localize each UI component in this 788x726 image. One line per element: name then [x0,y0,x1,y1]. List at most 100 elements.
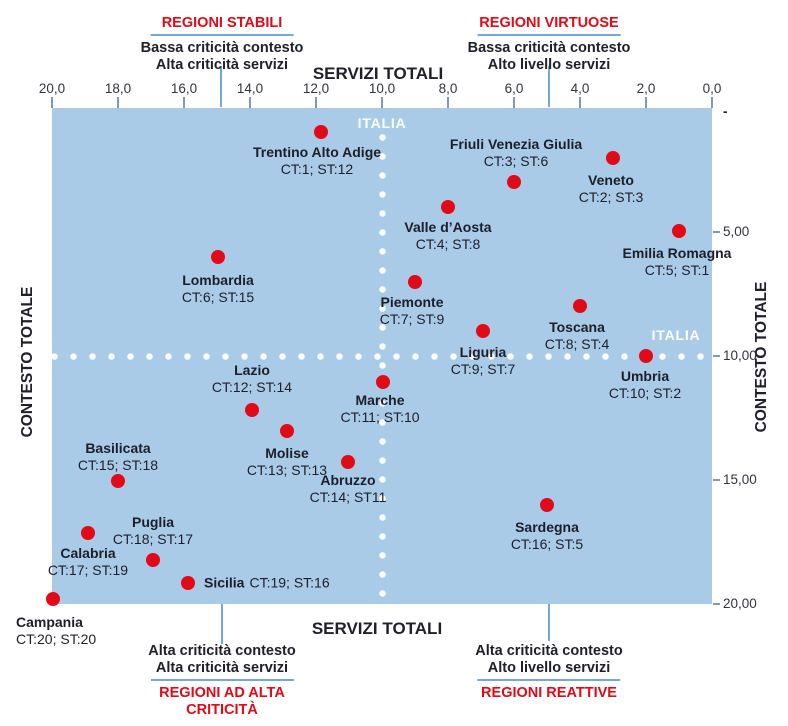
region-label: Lazio CT:12; ST:14 [212,362,292,396]
region-point [507,175,521,190]
quadrant-rule [150,34,294,36]
region-label: Umbria CT:10; ST:2 [609,368,681,402]
region-ct-st-value: CT:20; ST:20 [16,631,97,647]
region-ct-st-value: CT:15; ST:18 [77,457,159,473]
x-tick-mark [51,97,53,108]
x-tick-label: 10,0 [368,81,396,96]
quadrant-title: REGIONI STABILI [161,15,283,31]
region-label: Liguria CT:9; ST:7 [451,344,516,378]
y-tick-label: 5,00 [723,224,750,239]
region-point [639,349,653,363]
x-tick-mark [117,97,119,108]
x-tick-label: 20,0 [38,81,66,96]
y-tick-mark [713,231,720,233]
quadrant-title: REGIONI AD ALTA CRITICITÀ [159,685,285,718]
region-label: Abruzzo CT:14; ST11 [310,472,387,506]
region-label: Marche CT:11; ST:10 [340,392,419,426]
x-tick-mark [513,97,515,108]
region-label: Toscana CT:8; ST:4 [545,319,610,353]
region-ct-st-value: CT:8; ST:4 [544,336,610,353]
y-tick-label: 10,00 [723,348,757,363]
x-tick-mark [183,97,185,108]
region-name: Sicilia [204,574,245,591]
x-tick-label: 4,0 [570,81,590,96]
region-ct-st-value: CT:2; ST:3 [578,188,644,205]
x-tick-mark [381,97,383,108]
y-axis-title-left: CONTESTO TOTALE [19,286,36,438]
x-tick-mark [249,97,251,108]
quadrant-subtitle: Bassa criticità contesto [140,40,304,56]
x-axis-title-bottom: SERVIZI TOTALI [311,619,443,638]
quadrant-label-bottom-right: Alta criticità contesto Alto livello ser… [475,643,622,701]
quadrant-title: REGIONI REATTIVE [481,685,617,701]
x-tick-label: 16,0 [170,81,198,96]
region-name: Lombardia [182,271,254,288]
x-tick-mark [447,97,449,108]
callout-line-bottom-right [548,604,550,641]
region-ct-st-value: CT:12; ST:14 [211,378,293,395]
region-ct-st-value: CT:4; ST:8 [415,236,481,253]
italia-vertical-reference-line [379,128,386,602]
region-name: Emilia Romagna [622,245,732,261]
region-ct-st-value: CT:10; ST:2 [608,385,682,401]
region-name: Sardegna [515,518,579,535]
x-tick-label: 6,0 [504,81,524,96]
region-point [540,497,554,512]
region-label: Campania CT:20; ST:20 [16,614,96,648]
region-ct-st-value: CT:17; ST:19 [47,561,129,578]
region-label: Lombardia CT:6; ST:15 [182,272,254,306]
region-label: Basilicata CT:15; ST:18 [78,440,158,474]
region-point [476,324,490,339]
quadrant-subtitle: Bassa criticità contesto [467,40,631,56]
region-point [46,592,60,606]
region-name: Piemonte [380,293,444,310]
x-tick-label: 0,0 [702,81,722,96]
region-name: Friuli Venezia Giulia [449,136,583,153]
region-name: Calabria [60,544,116,561]
region-point [441,200,455,215]
quadrant-subtitle: Alto livello servizi [487,56,611,73]
x-tick-label: 18,0 [104,81,132,96]
region-ct-st-value: CT:3; ST:6 [483,153,549,170]
region-point [111,474,125,488]
region-label: Sardegna CT:16; ST:5 [511,519,583,553]
region-point [341,455,355,470]
region-name: Veneto [588,171,634,188]
quadrant-label-bottom-left: Alta criticità contesto Alta criticità s… [146,643,298,718]
y-tick-mark [713,355,720,357]
region-point [408,274,422,289]
region-point [280,424,294,439]
quadrant-rule [477,679,621,681]
region-ct-st-value: CT:11; ST:10 [340,408,420,425]
x-tick-mark [579,97,581,108]
quadrant-rule [150,679,294,681]
region-name: Basilicata [85,440,151,456]
quadrant-subtitle: Alta criticità servizi [155,56,289,73]
region-name: Trentino Alto Adige [252,143,382,160]
region-ct-st-value: CT:6; ST:15 [181,288,255,305]
region-label: Sicilia CT:19; ST:16 [204,575,330,592]
x-tick-label: 14,0 [236,81,264,96]
region-name: Campania [16,614,83,630]
italia-label-horizontal: ITALIA [651,327,701,343]
region-point [376,374,390,389]
y-tick-mark [713,603,720,605]
region-name: Marche [355,391,405,408]
region-name: Abruzzo [320,472,376,489]
quadrant-title: REGIONI VIRTUOSE [479,15,619,31]
region-name: Puglia [131,514,174,531]
y-tick-label: 20,00 [723,596,757,611]
callout-line-top-right [548,66,550,107]
callout-line-bottom-left [221,604,223,644]
region-label: Veneto CT:2; ST:3 [579,172,644,206]
x-tick-label: 12,0 [302,81,330,96]
x-axis-title-top: SERVIZI TOTALI [312,64,444,83]
x-tick-mark [645,97,647,108]
region-ct-st-value: CT:18; ST:17 [112,531,194,548]
quadrant-subtitle: Alta criticità contesto [148,643,296,659]
region-ct-st-value: CT:13; ST:13 [246,462,328,479]
region-ct-st-value: CT:9; ST:7 [450,361,516,378]
region-ct-st-value: CT:19; ST:16 [249,574,330,591]
region-label: Puglia CT:18; ST:17 [113,514,193,548]
